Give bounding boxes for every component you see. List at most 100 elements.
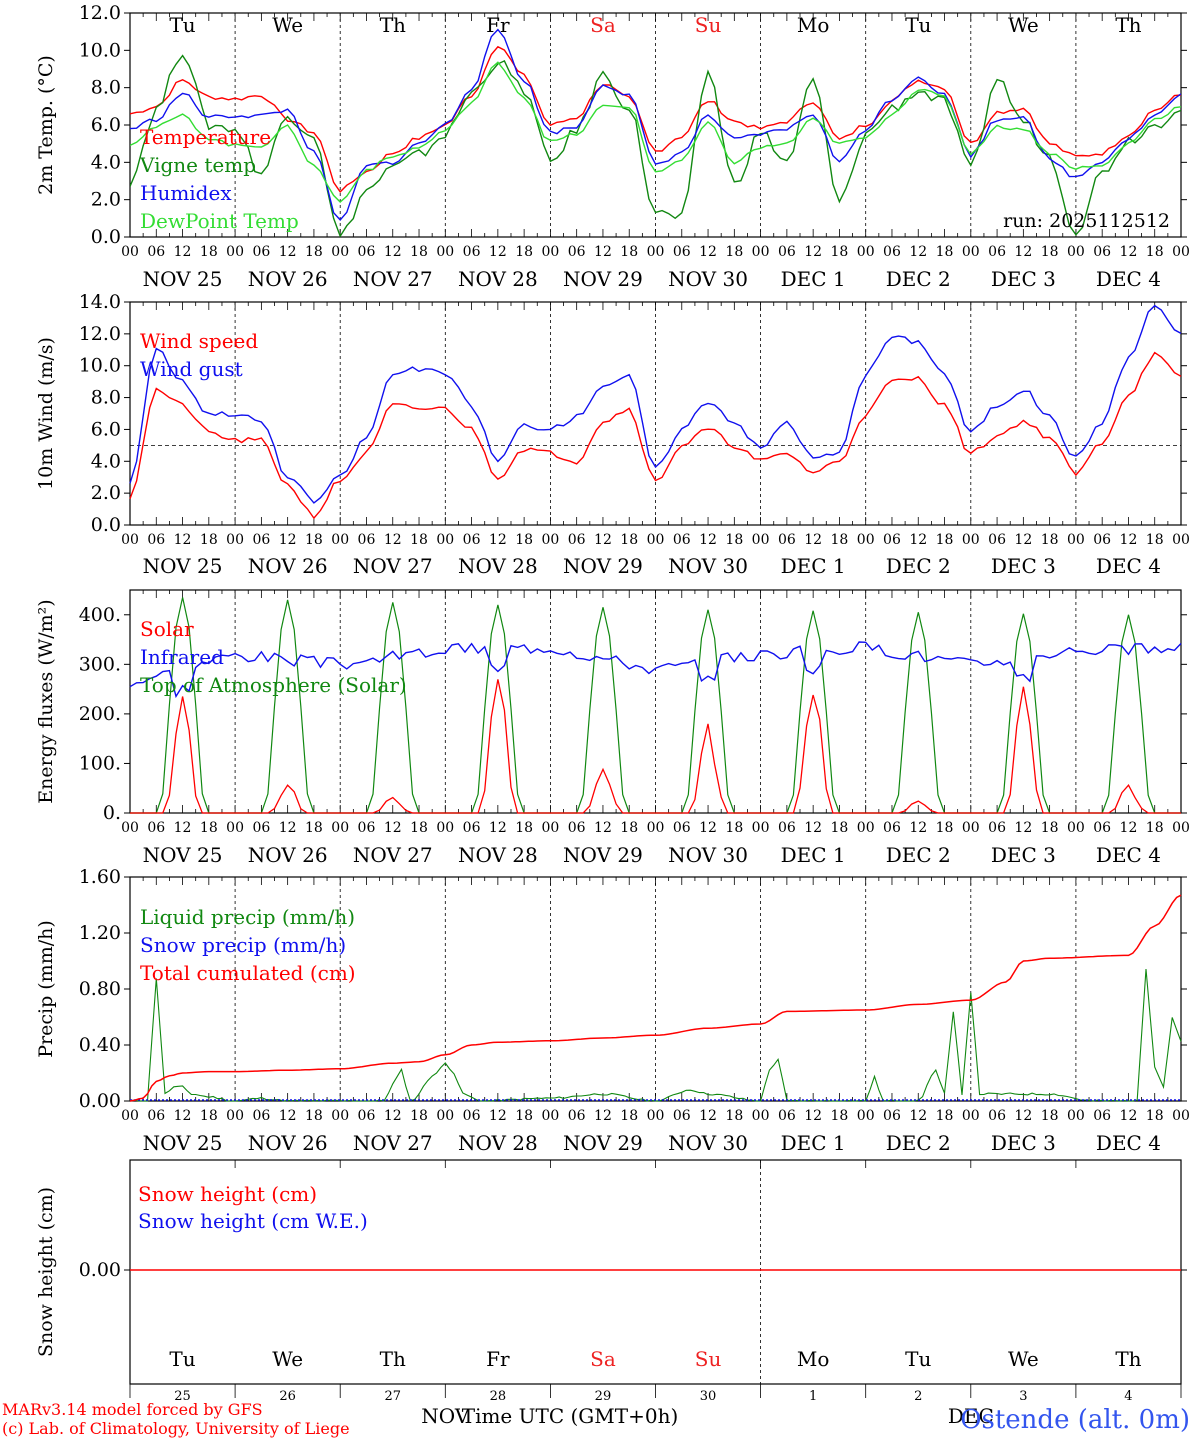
- hour-tick-label: 18: [620, 244, 638, 260]
- date-label: NOV 28: [458, 554, 538, 578]
- weekday-label: Sa: [590, 1347, 616, 1371]
- hour-tick-label: 06: [463, 820, 481, 836]
- weekday-label: Fr: [486, 1347, 510, 1371]
- hour-tick-label: 18: [831, 1108, 849, 1124]
- y-tick-label: 2.0: [91, 189, 121, 211]
- date-label: DEC 2: [886, 267, 951, 291]
- date-label: NOV 27: [353, 843, 433, 867]
- hour-tick-label: 12: [489, 820, 507, 836]
- weekday-label: Su: [695, 1347, 722, 1371]
- date-label: NOV 25: [143, 267, 223, 291]
- date-label: DEC 1: [781, 267, 846, 291]
- hour-tick-label: 18: [1146, 820, 1164, 836]
- y-tick-label: 6.0: [91, 418, 121, 440]
- hour-tick-label: 00: [857, 532, 875, 548]
- y-tick-label: 0.0: [91, 514, 121, 536]
- y-tick-label: 400.: [79, 604, 121, 626]
- series-dewpoint-temp: [130, 61, 1181, 203]
- y-tick-label: 1.20: [79, 922, 121, 944]
- hour-tick-label: 00: [647, 820, 665, 836]
- hour-tick-label: 06: [463, 1108, 481, 1124]
- hour-tick-label: 00: [121, 244, 139, 260]
- series-solar: [130, 679, 1181, 814]
- y-tick-label: 10.0: [79, 355, 121, 377]
- hour-tick-label: 12: [909, 244, 927, 260]
- date-label: DEC 1: [781, 843, 846, 867]
- hour-tick-label: 00: [226, 244, 244, 260]
- hour-tick-label: 18: [936, 1108, 954, 1124]
- series-infrared: [129, 641, 1182, 699]
- hour-tick-label: 06: [463, 244, 481, 260]
- legend-entry: Humidex: [140, 181, 232, 205]
- month-label: NOV: [421, 1404, 470, 1428]
- y-tick-label: 4.0: [91, 450, 121, 472]
- credit-line: MARv3.14 model forced by GFS: [2, 1400, 263, 1419]
- date-label: DEC 4: [1096, 267, 1161, 291]
- y-tick-label: 300.: [79, 653, 121, 675]
- hour-tick-label: 00: [962, 244, 980, 260]
- hour-tick-label: 00: [647, 244, 665, 260]
- hour-tick-label: 18: [725, 532, 743, 548]
- hour-tick-label: 06: [883, 244, 901, 260]
- legend-entry: DewPoint Temp: [140, 209, 299, 233]
- date-label: DEC 2: [886, 1131, 951, 1155]
- hour-tick-label: 00: [752, 1108, 770, 1124]
- hour-tick-label: 12: [489, 1108, 507, 1124]
- hour-tick-label: 06: [252, 244, 270, 260]
- hour-tick-label: 06: [252, 1108, 270, 1124]
- hour-tick-label: 12: [594, 532, 612, 548]
- day-number: 3: [1019, 1389, 1027, 1404]
- y-tick-label: 0.80: [79, 978, 121, 1000]
- hour-tick-label: 12: [279, 532, 297, 548]
- date-label: DEC 3: [991, 843, 1056, 867]
- hour-tick-label: 00: [436, 532, 454, 548]
- hour-tick-label: 00: [226, 820, 244, 836]
- hour-tick-label: 06: [673, 532, 691, 548]
- station-label: Ostende (alt. 0m): [960, 1405, 1190, 1435]
- hour-tick-label: 12: [384, 1108, 402, 1124]
- date-label: NOV 28: [458, 843, 538, 867]
- y-tick-label: 10.0: [79, 39, 121, 61]
- day-number: 27: [384, 1389, 401, 1404]
- legend-entry: Infrared: [140, 645, 224, 669]
- day-number: 4: [1124, 1389, 1132, 1404]
- date-label: DEC 4: [1096, 554, 1161, 578]
- legend-entry: Snow precip (mm/h): [140, 933, 346, 957]
- legend-entry: Vigne temp: [139, 153, 256, 177]
- date-label: NOV 29: [563, 267, 643, 291]
- legend-entry: Wind gust: [140, 357, 243, 381]
- hour-tick-label: 18: [410, 532, 428, 548]
- weekday-label: Th: [1115, 1347, 1141, 1371]
- date-label: DEC 2: [886, 554, 951, 578]
- hour-tick-label: 06: [778, 1108, 796, 1124]
- y-axis-label: Precip (mm/h): [35, 920, 57, 1058]
- hour-tick-label: 12: [1120, 532, 1138, 548]
- hour-tick-label: 06: [252, 820, 270, 836]
- hour-tick-label: 06: [1093, 820, 1111, 836]
- hour-tick-label: 00: [331, 532, 349, 548]
- hour-tick-label: 00: [647, 1108, 665, 1124]
- legend-entry: Wind speed: [140, 329, 258, 353]
- y-tick-label: 8.0: [91, 77, 121, 99]
- weekday-label: Th: [380, 1347, 406, 1371]
- weekday-label: Th: [1115, 13, 1141, 37]
- date-label: DEC 4: [1096, 843, 1161, 867]
- date-label: NOV 30: [668, 1131, 748, 1155]
- hour-tick-label: 12: [384, 244, 402, 260]
- hour-tick-label: 12: [1014, 244, 1032, 260]
- hour-tick-label: 12: [279, 820, 297, 836]
- series-wind-gust: [129, 304, 1182, 504]
- y-tick-label: 0.0: [91, 226, 121, 248]
- date-label: DEC 4: [1096, 1131, 1161, 1155]
- hour-tick-label: 18: [410, 820, 428, 836]
- credit-line: (c) Lab. of Climatology, University of L…: [2, 1419, 350, 1438]
- y-axis-label: Snow height (cm): [35, 1187, 57, 1357]
- hour-tick-label: 12: [909, 1108, 927, 1124]
- hour-tick-label: 00: [752, 244, 770, 260]
- hour-tick-label: 06: [147, 1108, 165, 1124]
- hour-tick-label: 12: [594, 1108, 612, 1124]
- hour-tick-label: 18: [200, 244, 218, 260]
